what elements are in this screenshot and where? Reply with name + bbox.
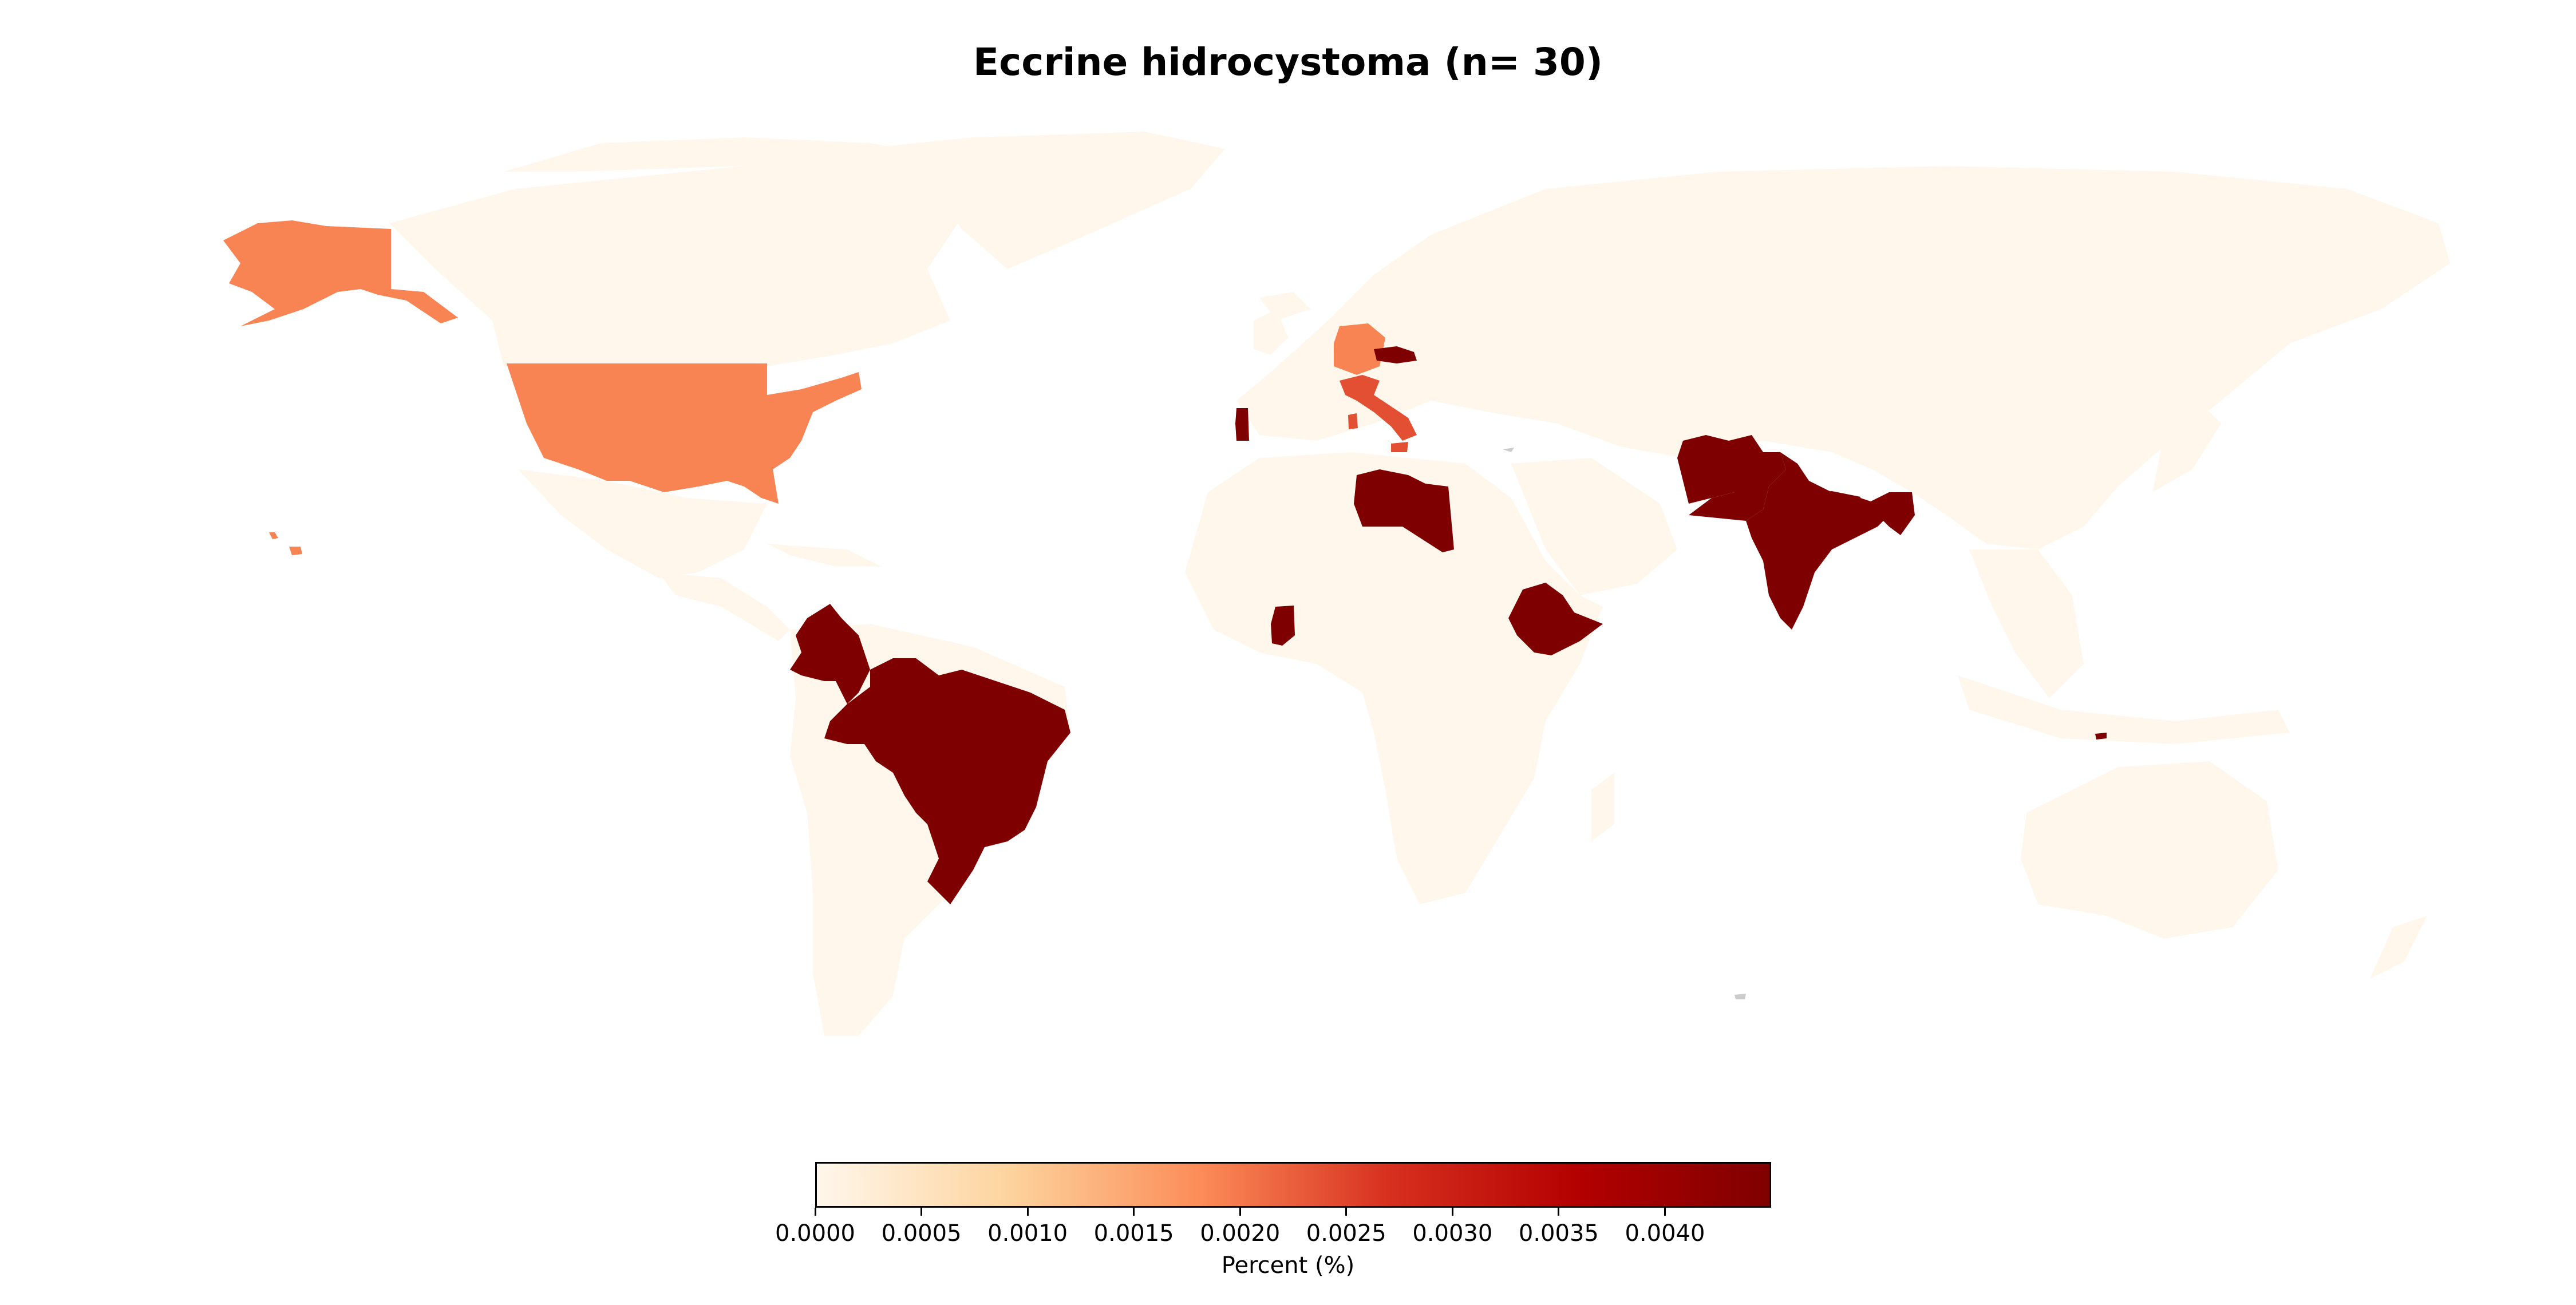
colorbar-tick-label: 0.0020 (1200, 1220, 1281, 1247)
colorbar-label: Percent (%) (1221, 1252, 1355, 1279)
colorbar-tick (1558, 1208, 1560, 1216)
land-central-america (658, 572, 790, 641)
land-australia (2021, 761, 2278, 939)
colorbar-tick-label: 0.0025 (1306, 1220, 1386, 1247)
region-united-states (507, 363, 862, 504)
small-grey-islands (1503, 448, 1746, 999)
region-pakistan (1689, 452, 1786, 521)
colorbar-tick (1239, 1208, 1241, 1216)
colorbar-tick-label: 0.0000 (775, 1220, 855, 1247)
world-map (223, 132, 2450, 1036)
highlighted-regions (223, 220, 2107, 904)
land-southeast-asia (1969, 549, 2084, 698)
colorbar-tick (1345, 1208, 1348, 1216)
colorbar-tick (814, 1208, 816, 1216)
region-italy (1340, 375, 1417, 452)
region-slovakia (1374, 346, 1417, 363)
land-new-zealand (2370, 916, 2427, 979)
colorbar-tick-label: 0.0040 (1625, 1220, 1705, 1247)
colorbar-tick-label: 0.0005 (881, 1220, 962, 1247)
region-afghanistan (1677, 435, 1763, 504)
region-bangladesh (1866, 492, 1915, 535)
region-alaska (223, 220, 458, 326)
island-southern-marker (1735, 994, 1746, 999)
land-uk (1254, 309, 1288, 355)
colorbar-tick (1451, 1208, 1453, 1216)
map-title: Eccrine hidrocystoma (n= 30) (973, 40, 1603, 84)
colorbar (815, 1162, 1771, 1208)
land-arabia (1511, 458, 1677, 595)
colorbar-tick (920, 1208, 923, 1216)
land-greenland (859, 132, 1225, 269)
colorbar-tick-label: 0.0030 (1412, 1220, 1493, 1247)
land-madagascar (1591, 773, 1614, 841)
land-eurasia (1236, 166, 2450, 549)
land-africa (1185, 452, 1603, 904)
land-mexico (518, 469, 767, 578)
region-austria (1334, 323, 1385, 375)
island-caspian-marker (1503, 448, 1514, 452)
region-timor-leste (2095, 733, 2107, 739)
land-canada (389, 155, 973, 366)
land-japan (2152, 401, 2221, 492)
region-portugal (1235, 408, 1249, 441)
region-colombia (790, 604, 870, 704)
colorbar-tick (1664, 1208, 1666, 1216)
region-nepal (1815, 491, 1860, 505)
colorbar-tick-label: 0.0015 (1093, 1220, 1174, 1247)
colorbar-tick-label: 0.0035 (1518, 1220, 1599, 1247)
region-ethiopia (1508, 583, 1603, 655)
region-hawaii (269, 532, 302, 555)
land-caribbean (767, 544, 882, 567)
base-land (389, 132, 2450, 1036)
land-indonesia (1958, 675, 2290, 744)
region-ghana (1271, 606, 1295, 646)
colorbar-tick (1133, 1208, 1135, 1216)
colorbar-tick (1026, 1208, 1029, 1216)
region-libya (1354, 469, 1454, 552)
region-brazil (824, 658, 1070, 904)
colorbar-tick-label: 0.0010 (987, 1220, 1068, 1247)
land-arctic-islands (504, 137, 973, 172)
